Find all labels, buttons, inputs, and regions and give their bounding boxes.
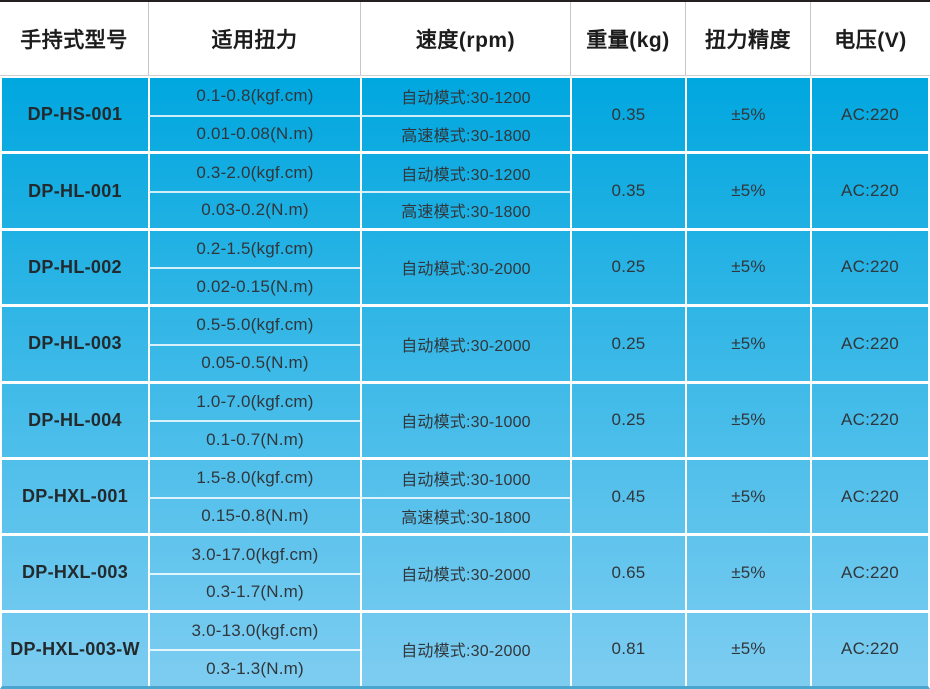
cell-accuracy: ±5% (685, 612, 810, 686)
header-cell-model: 手持式型号 (20, 28, 128, 52)
cell-torque-kgfcm: 0.2-1.5(kgf.cm) (148, 230, 360, 268)
header-cell-speed: 速度(rpm) (360, 2, 570, 75)
cell-weight: 0.35 (570, 78, 685, 152)
cell-voltage: AC:220 (810, 459, 928, 534)
cell-accuracy: ±5% (685, 230, 810, 305)
table-row: DP-HL-002 0.2-1.5(kgf.cm) 0.02-0.15(N.m) 自动… (2, 227, 928, 305)
cell-torque-nm: 0.02-0.15(N.m) (148, 267, 360, 305)
cell-speed: 自动模式:30-2000 (360, 536, 570, 610)
cell-accuracy: ±5% (685, 78, 810, 152)
cell-weight: 0.81 (570, 612, 685, 686)
cell-accuracy: ±5% (685, 383, 810, 457)
cell-voltage: AC:220 (810, 612, 928, 686)
cell-speed-high: 高速模式:30-1800 (360, 496, 570, 534)
cell-model: DP-HL-004 (28, 409, 122, 430)
cell-accuracy: ±5% (685, 536, 810, 610)
cell-torque-kgfcm: 0.3-2.0(kgf.cm) (148, 154, 360, 192)
cell-voltage: AC:220 (810, 536, 928, 610)
cell-torque-nm: 0.05-0.5(N.m) (148, 343, 360, 381)
header-cell-weight: 重量(kg) (570, 2, 685, 75)
cell-torque-kgfcm: 0.1-0.8(kgf.cm) (148, 78, 360, 115)
cell-voltage: AC:220 (810, 78, 928, 152)
table-row: DP-HXL-003-W 3.0-13.0(kgf.cm) 0.3-1.3(N.m)… (2, 609, 928, 686)
cell-model: DP-HL-001 (28, 180, 122, 201)
cell-speed-auto: 自动模式:30-1000 (360, 459, 570, 497)
table-row: DP-HL-004 1.0-7.0(kgf.cm) 0.1-0.7(N.m) 自动模式… (2, 380, 928, 457)
cell-weight: 0.25 (570, 307, 685, 381)
cell-speed-auto: 自动模式:30-1200 (360, 78, 570, 115)
cell-torque-nm: 0.01-0.08(N.m) (148, 114, 360, 152)
cell-speed-high: 高速模式:30-1800 (360, 114, 570, 152)
cell-torque-nm: 0.1-0.7(N.m) (148, 420, 360, 457)
cell-model: DP-HXL-003 (21, 562, 129, 583)
cell-torque-kgfcm: 1.5-8.0(kgf.cm) (148, 459, 360, 497)
cell-speed-high: 高速模式:30-1800 (360, 191, 570, 228)
cell-torque-nm: 0.03-0.2(N.m) (148, 191, 360, 228)
cell-weight: 0.45 (570, 459, 685, 534)
cell-accuracy: ±5% (685, 307, 810, 381)
cell-weight: 0.65 (570, 536, 685, 610)
header-cell-accuracy: 扭力精度 (685, 2, 810, 75)
table-row: DP-HL-003 0.5-5.0(kgf.cm) 0.05-0.5(N.m) 自动模… (2, 304, 928, 381)
cell-weight: 0.25 (570, 383, 685, 457)
cell-torque-kgfcm: 1.0-7.0(kgf.cm) (148, 383, 360, 421)
cell-speed: 自动模式:30-2000 (360, 230, 570, 305)
table-row: DP-HL-001 0.3-2.0(kgf.cm) 0.03-0.2(N.m) 自动模… (2, 151, 928, 228)
cell-voltage: AC:220 (810, 154, 928, 228)
cell-model: DP-HXL-003-W (10, 638, 140, 659)
cell-torque-kgfcm: 3.0-13.0(kgf.cm) (148, 612, 360, 650)
cell-model: DP-HXL-001 (21, 486, 129, 507)
cell-torque-nm: 0.3-1.3(N.m) (148, 649, 360, 686)
cell-weight: 0.35 (570, 154, 685, 228)
cell-torque-nm: 0.3-1.7(N.m) (148, 572, 360, 610)
cell-speed: 自动模式:30-2000 (360, 612, 570, 686)
table-row: DP-HS-001 0.1-0.8(kgf.cm) 0.01-0.08(N.m) 自动… (2, 78, 928, 152)
table-row: DP-HXL-003 3.0-17.0(kgf.cm) 0.3-1.7(N.m) 自动… (2, 533, 928, 610)
header-cell-torque: 适用扭力 (148, 2, 360, 75)
cell-model: DP-HL-003 (28, 333, 122, 354)
cell-voltage: AC:220 (810, 230, 928, 305)
table-header: 手持式型号 适用扭力 速度(rpm) 重量(kg) 扭力精度 电压(V) (0, 2, 930, 76)
cell-accuracy: ±5% (685, 154, 810, 228)
cell-model: DP-HS-001 (27, 104, 123, 125)
cell-speed-auto: 自动模式:30-1200 (360, 154, 570, 192)
cell-voltage: AC:220 (810, 307, 928, 381)
table-row: DP-HXL-001 1.5-8.0(kgf.cm) 0.15-0.8(N.m) 自动… (2, 456, 928, 534)
header-cell-voltage: 电压(V) (810, 2, 930, 75)
cell-weight: 0.25 (570, 230, 685, 305)
cell-voltage: AC:220 (810, 383, 928, 457)
cell-speed: 自动模式:30-2000 (360, 307, 570, 381)
cell-torque-kgfcm: 0.5-5.0(kgf.cm) (148, 307, 360, 344)
cell-torque-kgfcm: 3.0-17.0(kgf.cm) (148, 536, 360, 573)
cell-speed: 自动模式:30-1000 (360, 383, 570, 457)
table-body: DP-HS-001 0.1-0.8(kgf.cm) 0.01-0.08(N.m) 自动… (0, 78, 930, 689)
cell-model: DP-HL-002 (28, 256, 122, 277)
cell-torque-nm: 0.15-0.8(N.m) (148, 496, 360, 534)
cell-accuracy: ±5% (685, 459, 810, 534)
